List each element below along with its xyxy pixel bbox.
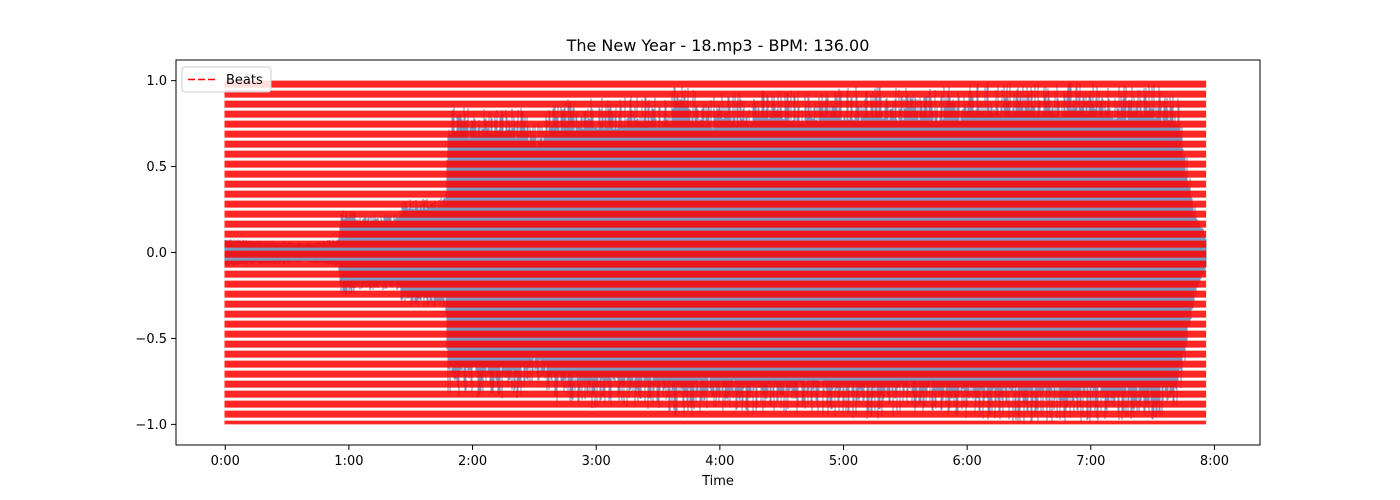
x-tick-label: 2:00 [458,454,487,469]
x-tick-label: 5:00 [829,454,858,469]
x-tick-label: 1:00 [334,454,363,469]
x-tick-label: 7:00 [1076,454,1105,469]
plot-area [224,80,1207,425]
y-tick-label: −1.0 [135,418,167,433]
legend-label-beats: Beats [226,73,263,88]
y-axis: −1.0 −0.5 0.0 0.5 1.0 [135,74,176,433]
legend: Beats [181,66,272,93]
y-tick-label: −0.5 [135,332,167,347]
x-tick-label: 8:00 [1200,454,1229,469]
y-tick-label: 0.5 [146,160,167,175]
x-tick-label: 3:00 [582,454,611,469]
x-tick-label: 4:00 [705,454,734,469]
x-tick-label: 0:00 [211,454,240,469]
x-axis-label: Time [701,474,734,489]
legend-box [181,66,272,93]
x-axis: 0:00 1:00 2:00 3:00 4:00 5:00 6:00 7:00 8:00 [211,445,1229,469]
y-tick-label: 1.0 [146,74,167,89]
y-tick-label: 0.0 [146,246,167,261]
beat-lines-series [224,80,1207,425]
chart-title: The New Year - 18.mp3 - BPM: 136.00 [566,36,870,55]
x-tick-label: 6:00 [953,454,982,469]
